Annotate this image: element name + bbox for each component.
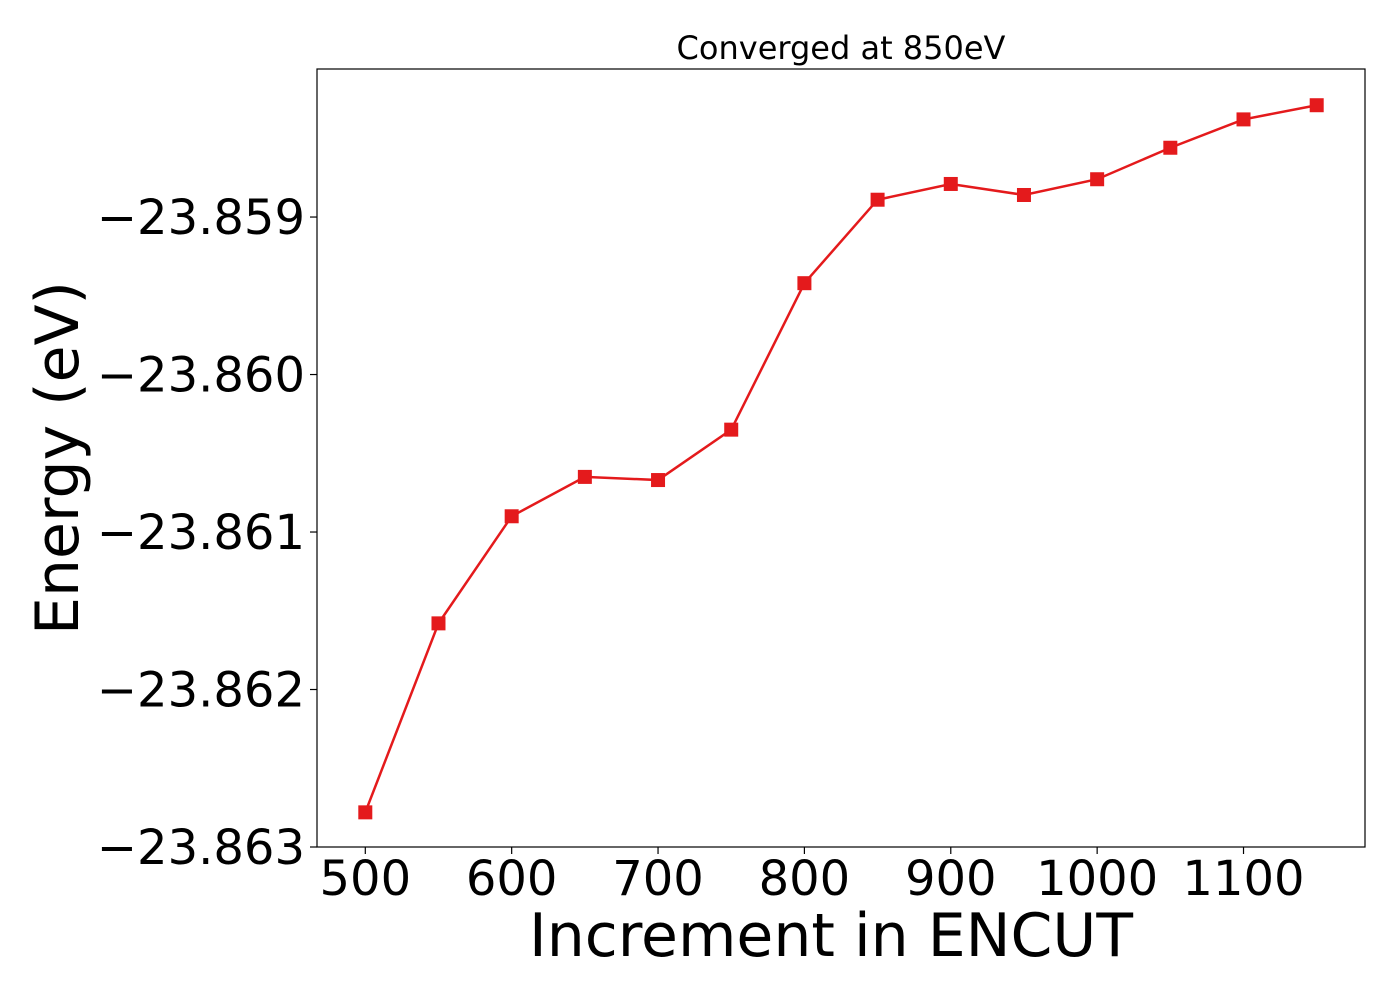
y-tick-label: −23.859 [97,190,305,246]
x-axis-label: Increment in ENCUT [529,901,1133,971]
y-tick-label: −23.860 [97,348,305,404]
data-point [724,422,739,437]
x-tick-label: 1000 [1036,851,1158,907]
x-tick-label: 1100 [1182,851,1304,907]
data-point [797,276,812,291]
data-point [1090,172,1105,187]
data-point [1016,187,1031,202]
y-axis-ticks: −23.863 −23.862 −23.861 −23.860 −23.859 [97,190,317,876]
series-layer [358,98,1324,820]
y-tick-label: −23.861 [97,505,305,561]
data-point [504,509,519,524]
y-axis-label: Energy (eV) [23,281,93,635]
data-point [943,176,958,191]
data-point [577,469,592,484]
data-point [1309,98,1324,113]
chart-title: Converged at 850eV [677,29,1006,67]
series-line [364,103,1317,813]
data-point [1236,112,1251,127]
data-point [1163,140,1178,155]
y-tick-label: −23.863 [97,820,305,876]
data-point [870,192,885,207]
data-point [358,805,373,820]
y-tick-label: −23.862 [97,663,305,719]
x-tick-label: 500 [319,851,411,907]
x-tick-label: 800 [759,851,851,907]
x-tick-label: 600 [466,851,558,907]
data-point [431,616,446,631]
x-tick-label: 900 [905,851,997,907]
plot-area [316,68,1366,848]
x-axis-ticks: 500 600 700 800 900 1000 1100 [319,847,1305,907]
data-point [651,473,666,488]
x-tick-label: 700 [612,851,704,907]
